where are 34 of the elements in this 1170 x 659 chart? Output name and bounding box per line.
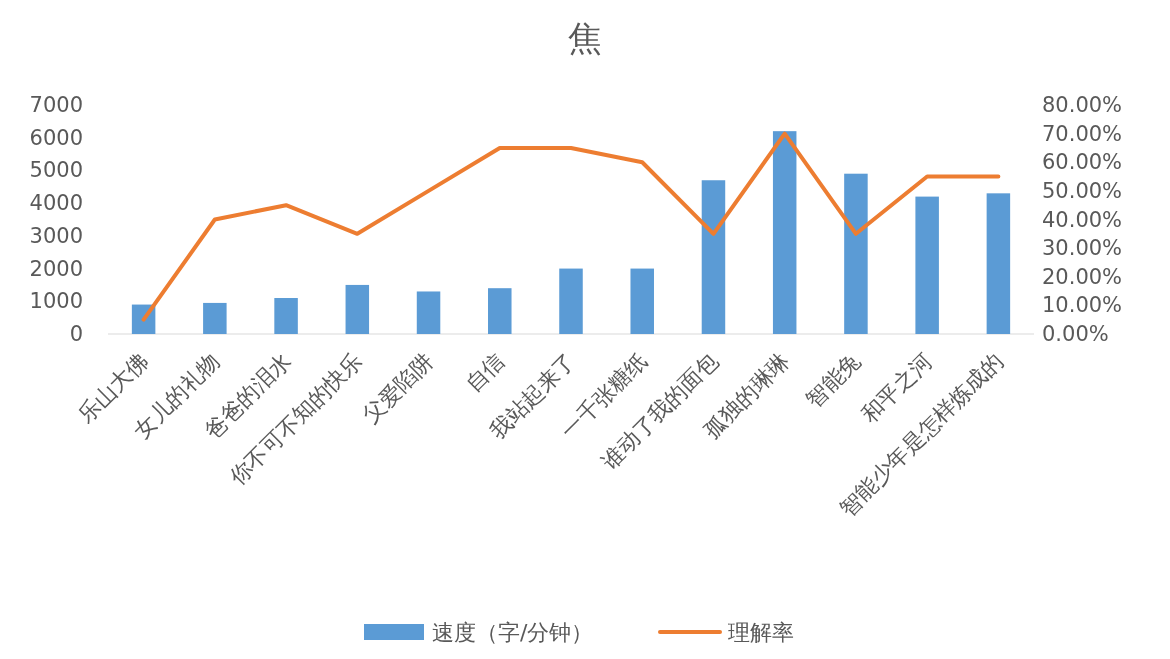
bar [701, 180, 726, 334]
y2-tick-label: 10.00% [1042, 293, 1123, 318]
bar [986, 193, 1011, 334]
y2-tick-label: 70.00% [1042, 121, 1123, 146]
x-tick-label: 自信 [460, 347, 510, 397]
legend-label: 速度（字/分钟） [432, 620, 594, 645]
bar [844, 173, 868, 334]
legend-label: 理解率 [728, 620, 794, 645]
bar [203, 302, 227, 334]
y-tick-label: 6000 [29, 125, 83, 150]
y2-tick-label: 80.00% [1042, 93, 1123, 117]
y2-tick-label: 30.00% [1042, 236, 1123, 261]
bar [416, 291, 441, 334]
bar [345, 284, 370, 334]
y2-tick-label: 0.00% [1042, 322, 1109, 346]
y-tick-label: 0 [69, 322, 83, 346]
bar [274, 298, 298, 334]
line-series [141, 131, 1001, 322]
bar [630, 268, 654, 334]
y-tick-label: 5000 [29, 158, 83, 183]
y-tick-label: 2000 [29, 256, 83, 281]
bar [559, 268, 583, 334]
y2-tick-label: 60.00% [1042, 150, 1123, 175]
bar [915, 196, 939, 334]
bar [488, 288, 512, 334]
bar [772, 131, 797, 334]
y-tick-label: 4000 [29, 191, 83, 216]
chart-title: 焦 [568, 18, 602, 58]
y2-tick-label: 50.00% [1042, 178, 1123, 203]
y2-tick-label: 40.00% [1042, 207, 1123, 232]
y-tick-label: 3000 [29, 223, 83, 248]
y2-tick-label: 20.00% [1042, 264, 1123, 289]
y-tick-label: 7000 [29, 93, 83, 117]
y-tick-label: 1000 [29, 289, 83, 314]
